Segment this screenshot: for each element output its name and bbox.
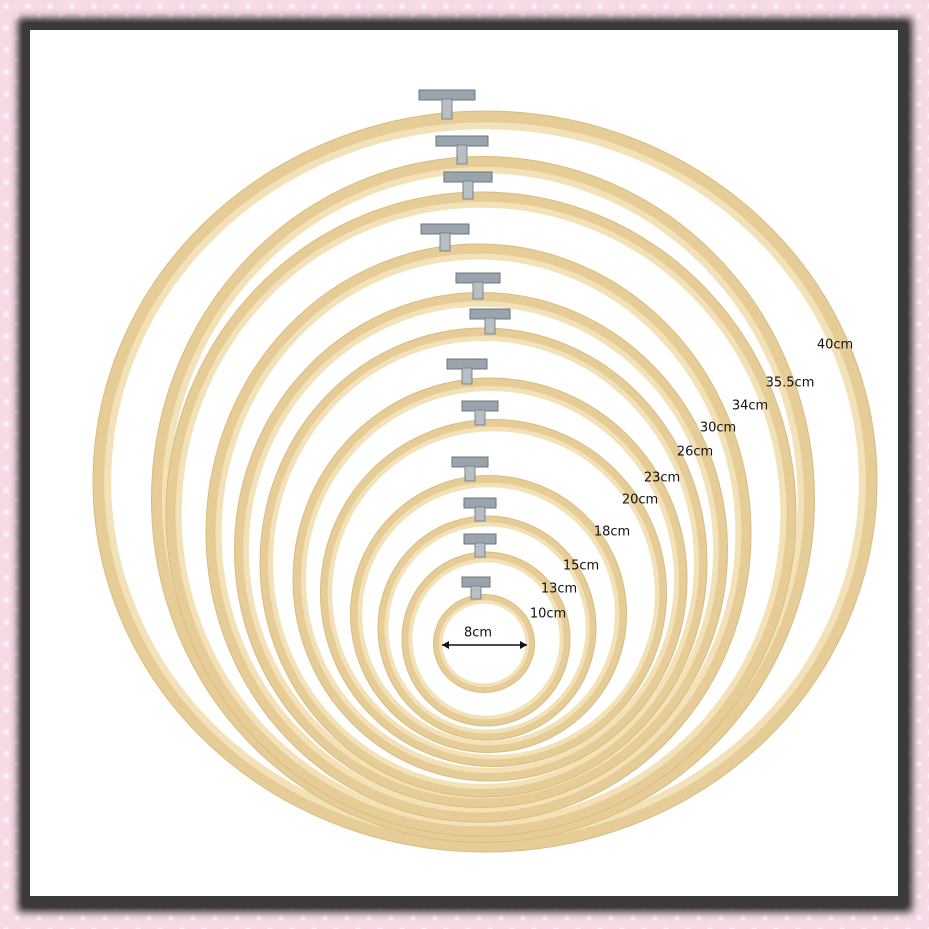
hoop-inner [301, 386, 679, 773]
hoop-edge [350, 475, 627, 753]
hoop-outer [402, 552, 570, 726]
hoop-outer [166, 192, 796, 836]
hoop-edge [377, 515, 597, 741]
hoop-edge [292, 377, 688, 782]
size-label: 8cm [464, 626, 492, 641]
clamp-post [470, 585, 482, 600]
clamp-post [441, 98, 453, 120]
hoop-edge [205, 243, 752, 823]
clamp-post [456, 144, 468, 165]
size-label: 20cm [622, 493, 658, 508]
clamp-post [464, 465, 476, 482]
size-label: 40cm [817, 338, 853, 353]
size-label: 13cm [541, 582, 577, 597]
hoop-edge [165, 191, 797, 837]
size-label: 18cm [594, 525, 630, 540]
size-label: 30cm [700, 421, 736, 436]
size-label: 23cm [644, 471, 680, 486]
hoop-edge [401, 551, 571, 727]
hoop-outer [206, 244, 751, 822]
hoop-outer [320, 419, 667, 767]
size-label: 15cm [563, 559, 599, 574]
size-label: 34cm [732, 399, 768, 414]
hoop-inner [175, 201, 787, 827]
hoop-inner [439, 600, 529, 687]
size-label: 26cm [677, 445, 713, 460]
clamp-post [474, 542, 486, 558]
size-label: 35.5cm [766, 376, 815, 391]
hoop-inner [268, 336, 699, 789]
clamp-post [461, 367, 473, 385]
hoop-edge [433, 594, 535, 693]
hoop-inner [327, 426, 660, 760]
clamp-post [474, 409, 486, 426]
size-labels: 40cm 35.5cm 34cm 30cm 26cm 23cm 20cm 18cm 15cm 13… [464, 338, 853, 641]
size-label: 10cm [530, 607, 566, 622]
hoop-edge [92, 110, 878, 853]
hoop-inner [215, 253, 742, 813]
clamp-post [484, 317, 496, 335]
hoop-inner [384, 522, 590, 734]
hoops [92, 89, 878, 853]
clamp-post [472, 281, 484, 300]
hoop-inner [357, 482, 620, 746]
hoop-inner [408, 558, 564, 720]
hoop-outer [433, 594, 535, 693]
clamp-post [474, 506, 486, 522]
hoop-outer [260, 328, 707, 797]
hoop-outer [350, 475, 627, 753]
hoop-outer [93, 111, 877, 852]
hoop-edge [320, 419, 667, 767]
hoop-outer [293, 378, 687, 781]
hoop-outer [378, 516, 596, 740]
clamp-post [462, 180, 474, 200]
clamp-post [439, 232, 451, 252]
hoop-edge [151, 156, 815, 843]
hoop-edge [259, 327, 708, 798]
